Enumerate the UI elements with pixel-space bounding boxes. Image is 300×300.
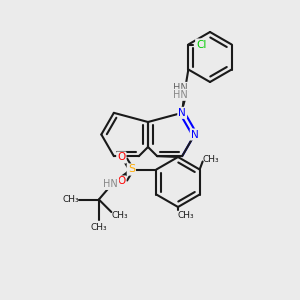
Text: CH₃: CH₃ bbox=[178, 211, 194, 220]
Text: N: N bbox=[191, 130, 199, 140]
Text: HN: HN bbox=[103, 179, 118, 189]
Text: Cl: Cl bbox=[196, 40, 206, 50]
Text: N: N bbox=[178, 108, 186, 118]
Text: CH₃: CH₃ bbox=[91, 223, 107, 232]
Text: CH₃: CH₃ bbox=[62, 195, 79, 204]
Text: O: O bbox=[117, 176, 125, 187]
Text: CH₃: CH₃ bbox=[202, 155, 219, 164]
Text: HN: HN bbox=[173, 90, 188, 100]
Text: HN: HN bbox=[173, 83, 188, 93]
Text: O: O bbox=[117, 152, 125, 163]
Text: CH₃: CH₃ bbox=[111, 212, 128, 220]
Text: S: S bbox=[128, 164, 135, 175]
